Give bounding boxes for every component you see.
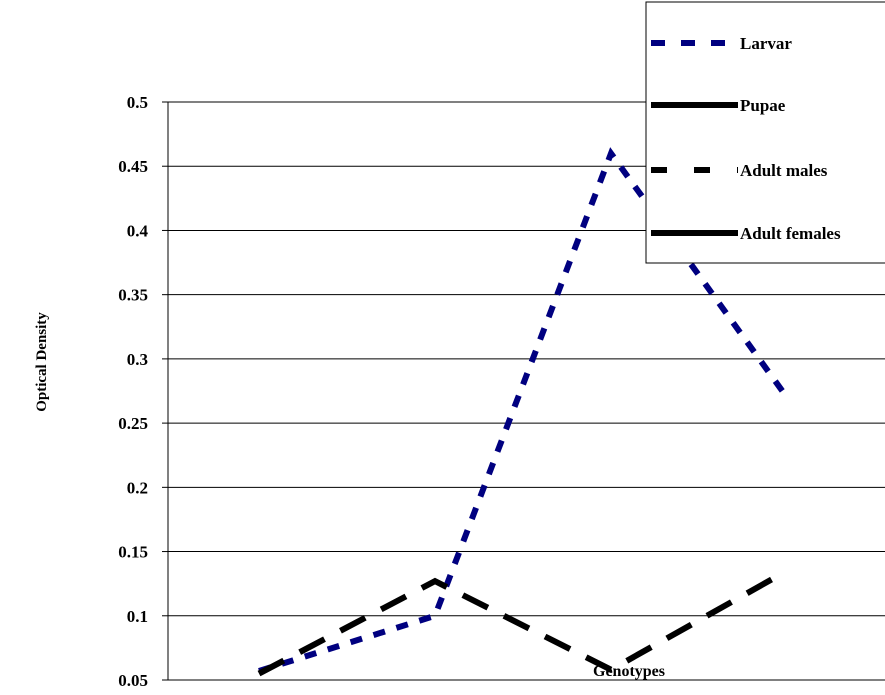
legend-label: Pupae — [740, 96, 786, 115]
x-axis-title: Genotypes — [593, 663, 665, 680]
series-lines — [257, 147, 790, 677]
y-tick-label: 0.15 — [118, 543, 148, 562]
y-tick-label: 0.45 — [118, 157, 148, 176]
legend-label: Larvar — [740, 34, 792, 53]
y-tick-label: 0.25 — [118, 414, 148, 433]
legend-label: Adult males — [740, 161, 828, 180]
y-tick-label: 0.3 — [127, 350, 148, 369]
series-line — [257, 568, 789, 677]
legend-label: Adult females — [740, 224, 841, 243]
y-tick-label: 0.1 — [127, 607, 148, 626]
legend: Larvar Pupae Adult males Adult females — [645, 1, 885, 264]
y-tick-label: 0.35 — [118, 286, 148, 305]
y-axis-title: Optical Density — [34, 312, 50, 412]
y-tick-label: 0.4 — [127, 221, 149, 240]
y-tick-label: 0.05 — [118, 671, 148, 690]
y-tick-label: 0.5 — [127, 93, 148, 112]
y-tick-labels: 0.05 0.1 0.15 0.2 0.25 0.3 0.35 0.4 0.45 0.5 — [118, 93, 148, 690]
y-tick-label: 0.2 — [127, 478, 148, 497]
